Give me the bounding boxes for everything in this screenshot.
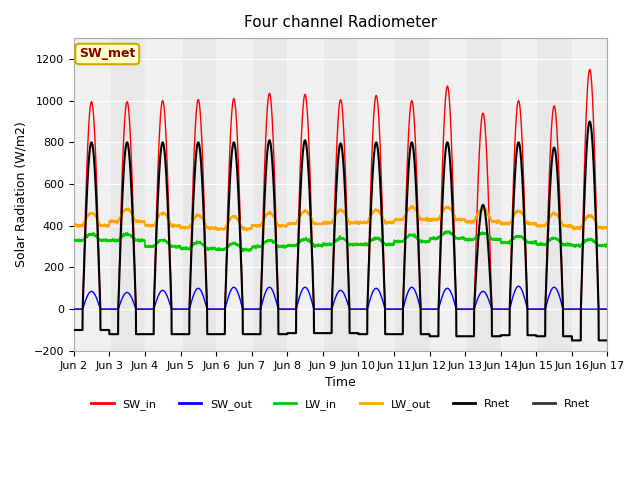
Rnet xyxy=(70,327,77,333)
Bar xyxy=(145,38,180,351)
SW_out xyxy=(298,288,305,294)
Line: SW_in: SW_in xyxy=(74,70,607,309)
Bar xyxy=(572,38,607,351)
LW_out xyxy=(604,226,611,231)
LW_out xyxy=(408,203,416,209)
LW_in xyxy=(604,243,611,249)
Bar xyxy=(74,38,109,351)
SW_in xyxy=(70,306,77,312)
Bar xyxy=(500,38,536,351)
LW_out xyxy=(298,211,305,216)
SW_in xyxy=(536,306,543,312)
Bar xyxy=(287,38,323,351)
LW_out xyxy=(70,223,77,228)
LW_in xyxy=(275,243,282,249)
LW_in xyxy=(131,236,138,241)
LW_in xyxy=(298,236,305,242)
Line: LW_in: LW_in xyxy=(74,231,607,252)
Title: Four channel Radiometer: Four channel Radiometer xyxy=(244,15,437,30)
LW_out xyxy=(131,216,138,222)
Text: SW_met: SW_met xyxy=(79,48,136,60)
LW_out xyxy=(275,223,282,228)
SW_in xyxy=(593,244,601,250)
Line: SW_out: SW_out xyxy=(74,286,607,309)
SW_in xyxy=(604,306,611,312)
LW_in xyxy=(593,241,601,247)
SW_in xyxy=(131,259,138,265)
SW_out xyxy=(70,306,77,312)
Y-axis label: Solar Radiation (W/m2): Solar Radiation (W/m2) xyxy=(15,121,28,267)
Rnet xyxy=(604,337,611,343)
Bar xyxy=(216,38,252,351)
SW_out xyxy=(593,306,601,312)
Rnet xyxy=(536,334,543,339)
SW_out xyxy=(275,306,282,312)
LW_in xyxy=(239,249,246,254)
Rnet xyxy=(593,264,601,269)
LW_in xyxy=(444,228,452,234)
SW_out xyxy=(604,306,611,312)
Rnet xyxy=(275,331,282,337)
SW_out xyxy=(163,291,170,297)
Rnet xyxy=(586,119,593,124)
Bar xyxy=(358,38,394,351)
Bar xyxy=(429,38,465,351)
SW_in xyxy=(163,140,170,146)
Rnet xyxy=(298,168,305,174)
LW_out xyxy=(536,224,543,229)
Line: Rnet: Rnet xyxy=(74,121,607,340)
SW_in xyxy=(275,306,282,312)
X-axis label: Time: Time xyxy=(325,376,356,389)
LW_in xyxy=(70,237,77,243)
LW_in xyxy=(163,238,170,244)
SW_in xyxy=(298,131,305,137)
SW_in xyxy=(586,67,593,72)
Rnet xyxy=(568,337,576,343)
LW_out xyxy=(243,228,250,234)
SW_out xyxy=(515,283,522,289)
LW_out xyxy=(593,222,601,228)
Rnet xyxy=(131,268,138,274)
Line: LW_out: LW_out xyxy=(74,206,607,231)
LW_out xyxy=(163,212,170,218)
SW_out xyxy=(536,306,543,312)
Rnet xyxy=(163,173,170,179)
Legend: SW_in, SW_out, LW_in, LW_out, Rnet, Rnet: SW_in, SW_out, LW_in, LW_out, Rnet, Rnet xyxy=(87,394,594,414)
LW_in xyxy=(536,242,543,248)
SW_out xyxy=(131,302,138,308)
